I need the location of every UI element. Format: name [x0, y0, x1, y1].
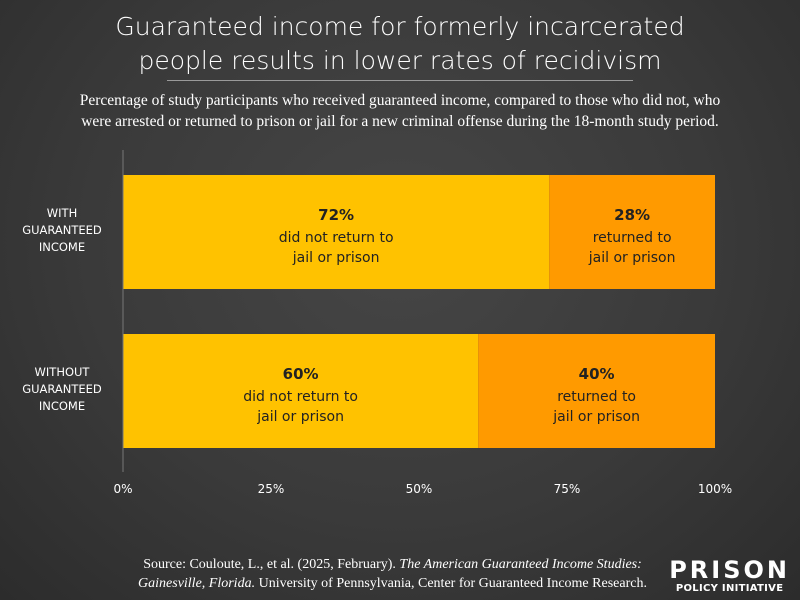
- x-tick-label: 0%: [113, 482, 132, 496]
- chart-subtitle: Percentage of study participants who rec…: [0, 90, 800, 132]
- logo-line2: POLICY INITIATIVE: [675, 583, 784, 594]
- bar-segment: [478, 334, 715, 448]
- data-label-text: jail or prison: [292, 250, 380, 266]
- data-label-value: 60%: [283, 365, 319, 383]
- data-label-text: did not return to: [243, 389, 358, 405]
- x-tick-label: 50%: [406, 482, 433, 496]
- title-line: people results in lower rates of recidiv…: [138, 46, 662, 75]
- category-label: GUARANTEED: [22, 382, 102, 396]
- category-label: INCOME: [39, 240, 85, 254]
- source-prefix: Source: Couloute, L., et al. (2025, Febr…: [143, 557, 400, 572]
- bar-segment: [123, 175, 550, 289]
- title-line: Guaranteed income for formerly incarcera…: [115, 12, 685, 41]
- bar-segment: [549, 175, 715, 289]
- subtitle-line: were arrested or returned to prison or j…: [81, 113, 719, 130]
- bar-segment: [123, 334, 479, 448]
- source-title: The American Guaranteed Income Studies: …: [138, 557, 642, 591]
- source-suffix: University of Pennsylvania, Center for G…: [255, 576, 647, 591]
- category-label: GUARANTEED: [22, 223, 102, 237]
- x-tick-label: 25%: [258, 482, 285, 496]
- data-label-value: 28%: [614, 206, 650, 224]
- data-label-text: returned to: [593, 230, 672, 246]
- data-label-text: returned to: [557, 389, 636, 405]
- logo-line1: PRISON: [669, 556, 790, 584]
- data-label-text: jail or prison: [588, 250, 676, 266]
- data-label-text: did not return to: [279, 230, 394, 246]
- source-note: Source: Couloute, L., et al. (2025, Febr…: [120, 555, 665, 593]
- data-label-text: jail or prison: [256, 409, 344, 425]
- prison-policy-initiative-logo: PRISON POLICY INITIATIVE: [669, 558, 790, 596]
- data-label-text: jail or prison: [552, 409, 640, 425]
- x-tick-label: 75%: [554, 482, 581, 496]
- data-label-value: 40%: [579, 365, 615, 383]
- category-label: WITHOUT: [35, 365, 91, 379]
- x-tick-label: 100%: [698, 482, 732, 496]
- data-label-value: 72%: [318, 206, 354, 224]
- chart-title: Guaranteed income for formerly incarcera…: [0, 10, 800, 78]
- title-divider: [167, 80, 633, 81]
- subtitle-line: Percentage of study participants who rec…: [79, 92, 721, 109]
- category-label: INCOME: [39, 399, 85, 413]
- category-label: WITH: [47, 206, 77, 220]
